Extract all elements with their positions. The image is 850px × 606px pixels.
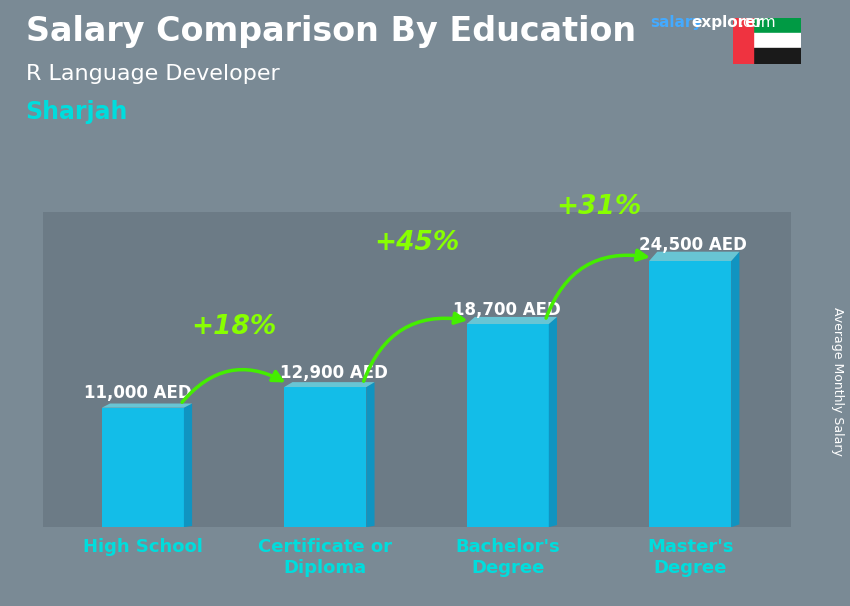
Text: explorer: explorer bbox=[691, 15, 763, 30]
Text: +18%: +18% bbox=[191, 315, 277, 341]
Polygon shape bbox=[649, 261, 731, 527]
Polygon shape bbox=[731, 251, 740, 527]
Polygon shape bbox=[284, 382, 375, 387]
Polygon shape bbox=[366, 382, 375, 527]
Bar bbox=[733, 33, 802, 48]
Text: .com: .com bbox=[739, 15, 776, 30]
Text: +45%: +45% bbox=[374, 230, 459, 256]
Text: salary: salary bbox=[650, 15, 703, 30]
Bar bbox=[733, 18, 753, 64]
Polygon shape bbox=[102, 408, 184, 527]
Text: R Language Developer: R Language Developer bbox=[26, 64, 280, 84]
Bar bbox=[733, 18, 802, 33]
Text: 24,500 AED: 24,500 AED bbox=[639, 236, 747, 255]
Text: Average Monthly Salary: Average Monthly Salary bbox=[830, 307, 844, 456]
Polygon shape bbox=[284, 387, 366, 527]
Text: 12,900 AED: 12,900 AED bbox=[280, 364, 388, 382]
Text: +31%: +31% bbox=[556, 194, 642, 219]
Polygon shape bbox=[467, 324, 549, 527]
Text: 11,000 AED: 11,000 AED bbox=[84, 384, 192, 402]
Bar bbox=[733, 48, 802, 64]
Polygon shape bbox=[649, 251, 740, 261]
Polygon shape bbox=[467, 317, 557, 324]
Polygon shape bbox=[102, 404, 192, 408]
Polygon shape bbox=[184, 404, 192, 527]
Text: Sharjah: Sharjah bbox=[26, 100, 128, 124]
Polygon shape bbox=[549, 317, 557, 527]
Text: Salary Comparison By Education: Salary Comparison By Education bbox=[26, 15, 636, 48]
Text: 18,700 AED: 18,700 AED bbox=[453, 301, 561, 319]
